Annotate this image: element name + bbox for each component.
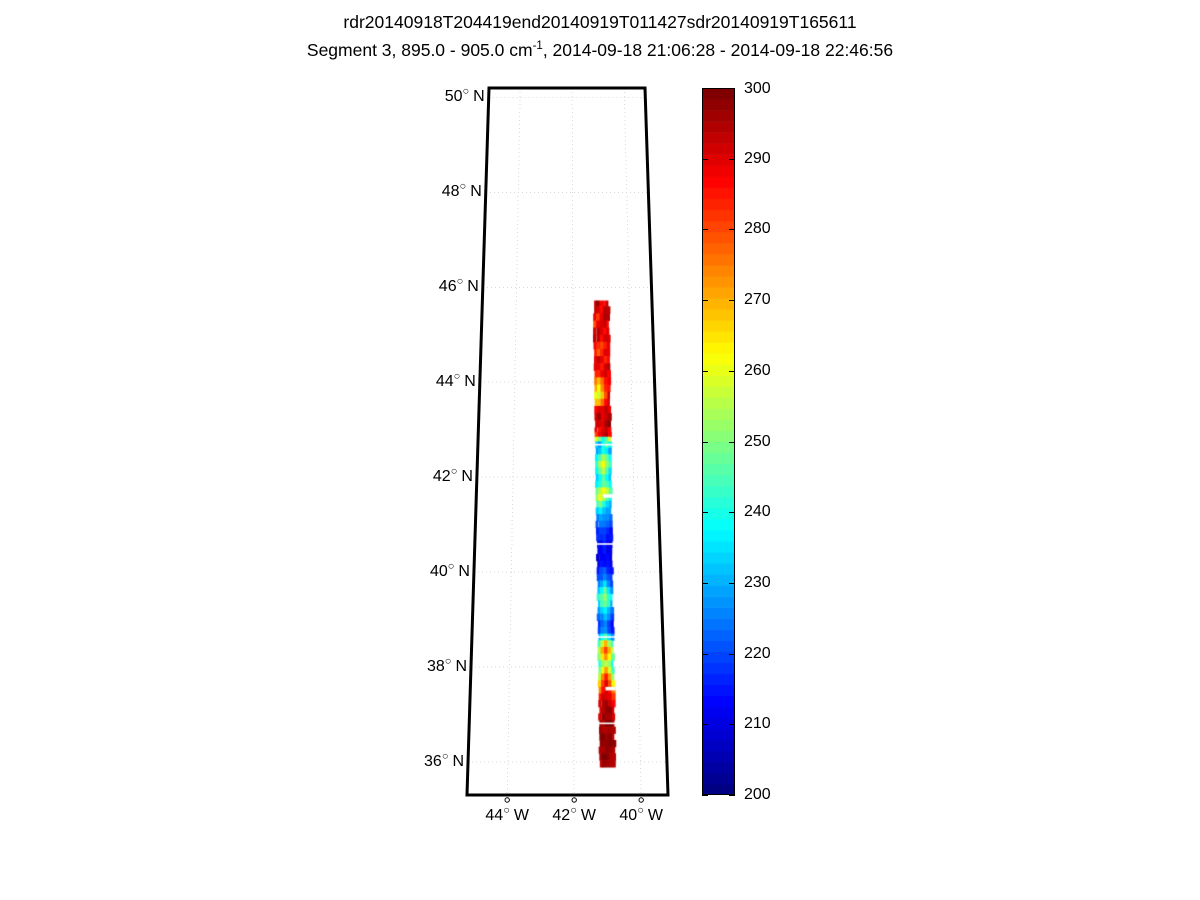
colorbar-tick-label: 270 — [744, 291, 771, 309]
colorbar-tick-label: 230 — [744, 573, 771, 591]
title-wavenumber-exponent: -1 — [532, 40, 543, 53]
latitude-tick-label: 36○ N — [424, 750, 465, 770]
colorbar-tick-mark — [702, 724, 708, 726]
colorbar-tick-mark — [729, 229, 735, 231]
latitude-tick-label: 48○ N — [441, 181, 482, 201]
title-timerange-text: , 2014-09-18 21:06:28 - 2014-09-18 22:46… — [542, 40, 894, 60]
brightness-temperature-swath — [455, 80, 690, 805]
latitude-tick-label: 38○ N — [426, 655, 467, 675]
colorbar-tick-label: 280 — [744, 220, 771, 238]
colorbar-tick-label: 290 — [744, 149, 771, 167]
longitude-tick-label: 40○ W — [619, 804, 663, 824]
latitude-tick-label: 40○ N — [429, 560, 470, 580]
colorbar-tick-mark — [729, 794, 735, 796]
colorbar-tick-mark — [729, 582, 735, 584]
colorbar-tick-label: 210 — [744, 715, 771, 733]
map-axes: 50○ N 48○ N 46○ N 44○ N 42○ N 40○ N 38○ N 36○ N 44○ W 42○… — [424, 80, 690, 824]
colorbar-tick-mark — [702, 653, 708, 655]
title-line-segment: Segment 3, 895.0 - 905.0 cm-1, 2014-09-1… — [0, 36, 1200, 64]
colorbar-tick-label: 240 — [744, 503, 771, 521]
colorbar-tick-label: 300 — [744, 79, 771, 97]
latitude-tick-label: 42○ N — [432, 465, 473, 486]
colorbar-tick-mark — [702, 512, 708, 514]
colorbar-tick-label: 200 — [744, 785, 771, 803]
colorbar-tick-mark — [729, 653, 735, 655]
colorbar-tick-mark — [702, 370, 708, 372]
colorbar-tick-mark — [729, 158, 735, 160]
colorbar-tick-mark — [729, 441, 735, 443]
title-line-granule: rdr20140918T204419end20140919T011427sdr2… — [343, 12, 857, 32]
colorbar-tick-label: 250 — [744, 432, 771, 450]
colorbar-tick-mark — [729, 370, 735, 372]
colorbar-tick-label: 260 — [744, 361, 771, 379]
colorbar-tick-mark — [702, 441, 708, 443]
colorbar-tick-mark — [729, 300, 735, 302]
latitude-tick-label: 44○ N — [435, 370, 476, 391]
latitude-tick-label: 46○ N — [438, 275, 479, 296]
latitude-tick-label: 50○ N — [444, 86, 485, 106]
colorbar-tick-mark — [702, 300, 708, 302]
longitude-tick-label: 44○ W — [485, 804, 529, 824]
colorbar-tick-mark — [729, 512, 735, 514]
colorbar-tick-mark — [702, 158, 708, 160]
figure-title-block: rdr20140918T204419end20140919T011427sdr2… — [0, 8, 1200, 64]
colorbar-tick-mark — [729, 724, 735, 726]
colorbar: 200 210 220 230 240 250 260 270 280 290 300 — [702, 80, 771, 803]
longitude-tick-label: 42○ W — [552, 804, 596, 824]
colorbar-tick-label: 220 — [744, 644, 771, 662]
colorbar-tick-mark — [702, 229, 708, 231]
colorbar-tick-mark — [702, 582, 708, 584]
colorbar-tick-mark — [702, 794, 708, 796]
title-segment-text: Segment 3, 895.0 - 905.0 cm — [306, 40, 533, 60]
